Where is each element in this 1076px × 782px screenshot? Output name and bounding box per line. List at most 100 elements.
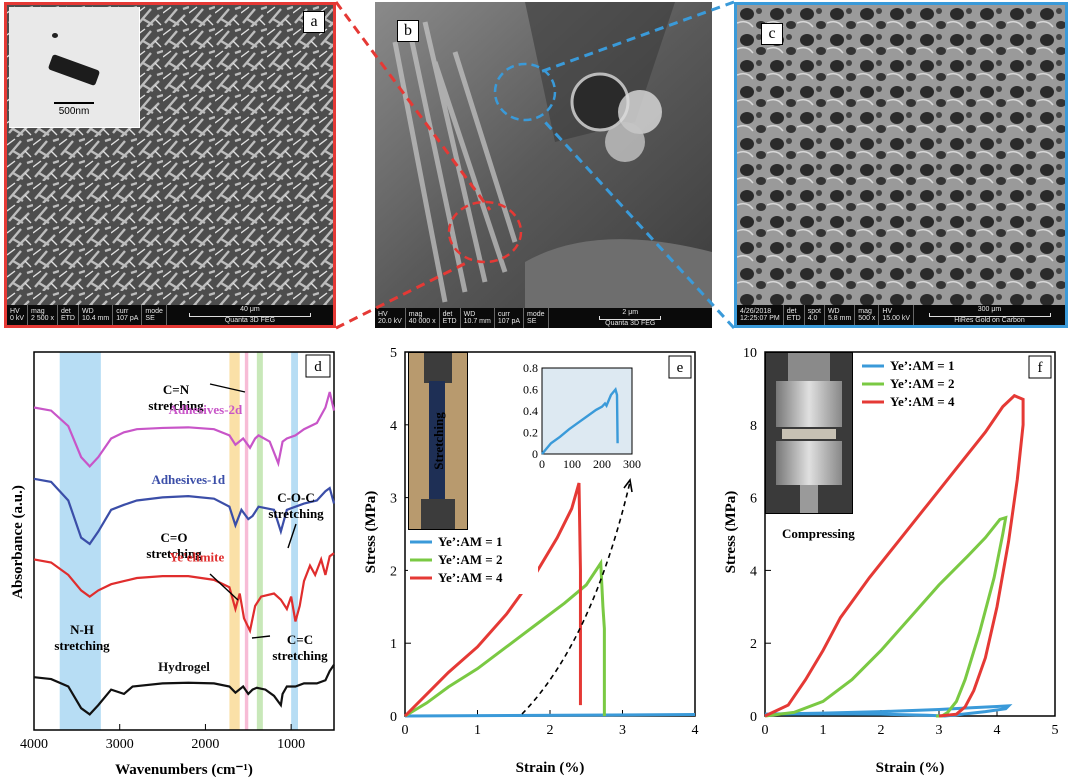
- stretching-photo-label: Stretching: [431, 412, 446, 470]
- f-y-tick-label: 6: [750, 492, 757, 507]
- inset-pointer-arrowhead: [623, 478, 633, 493]
- f-y-tick-label: 8: [750, 419, 757, 434]
- f-series-line: [764, 704, 1013, 718]
- ftir-annotation-cn: C=N stretching: [148, 382, 204, 413]
- panel-d-letter: d: [314, 359, 322, 375]
- e-x-tick-label: 0: [402, 723, 409, 738]
- tem-inset: 500nm: [9, 7, 140, 128]
- co-arrow: [209, 573, 239, 601]
- cc-arrow: [251, 635, 271, 639]
- ftir-highlight-band: [229, 352, 240, 730]
- tem-rod-particle: [47, 53, 101, 87]
- f-series-line: [764, 515, 1008, 718]
- panel-c-info-bar: 4/26/2018 12:25:07 PM det ETD spot 4.0 WD 5.…: [737, 305, 1065, 325]
- e-x-tick-label: 4: [692, 723, 699, 738]
- panel-a-info-bar: HV 0 kV mag 2 500 x det ETD WD 10.4 mm curr 1…: [7, 305, 333, 325]
- f-legend-label: Ye’:AM = 2: [890, 376, 954, 391]
- ftir-x-tick-label: 2000: [191, 737, 219, 752]
- ftir-highlight-band: [59, 352, 101, 730]
- f-x-tick-label: 0: [762, 723, 769, 738]
- ftir-series-label: Hydrogel: [158, 659, 210, 674]
- ftir-series-label: Adhesives-2d: [169, 402, 243, 417]
- e-y-tick-label: 0: [390, 710, 397, 725]
- panel-b-red-highlight-circle: [447, 200, 523, 264]
- ftir-annotation-co: C=O stretching: [146, 530, 202, 561]
- ftir-highlight-band: [244, 352, 249, 730]
- stretching-stress-strain-chart: 0 1 2 3 4 0 1 2 3 4 5 0 100 200 300 0 0.2 0.4 0.6 0.8 Ye’:…: [363, 346, 699, 776]
- f-legend-label: Ye’:AM = 1: [890, 358, 954, 373]
- ftir-x-tick-label: 3000: [106, 737, 134, 752]
- panel-a-sem-image: 500nm a HV 0 kV mag 2 500 x det ETD WD 10.4 …: [4, 2, 336, 328]
- f-y-tick-label: 0: [750, 710, 757, 725]
- inset-y-tick-label: 0.2: [523, 426, 538, 440]
- cn-arrow: [209, 383, 246, 393]
- e-series-line: [404, 713, 696, 718]
- e-y-tick-label: 2: [390, 564, 397, 579]
- coc-arrow: [287, 523, 297, 549]
- f-x-axis-label: Strain (%): [876, 760, 945, 776]
- ftir-series-line: [33, 552, 335, 635]
- e-series-line: [404, 558, 606, 718]
- f-x-tick-label: 1: [820, 723, 827, 738]
- ftir-series-line: [33, 391, 336, 469]
- panel-a-scale-bar: [188, 313, 311, 317]
- f-x-tick-label: 5: [1052, 723, 1059, 738]
- f-x-tick-label: 4: [994, 723, 1001, 738]
- inset-pointer-arrow: [521, 481, 631, 715]
- compressing-photo-label: Compressing: [782, 526, 855, 541]
- ftir-annotation-coc: C-O-C stretching: [268, 490, 324, 521]
- ftir-annotation-cc: C=C stretching: [272, 632, 328, 663]
- e-x-tick-label: 3: [619, 723, 626, 738]
- e-legend-label: Ye’:AM = 1: [438, 534, 502, 549]
- ftir-x-axis-label: Wavenumbers (cm⁻¹): [115, 762, 253, 778]
- f-y-tick-label: 4: [750, 564, 757, 579]
- compressing-photo: [765, 352, 853, 514]
- ftir-highlight-band: [291, 352, 298, 730]
- ftir-series-label: Adhesives-1d: [151, 472, 225, 487]
- ftir-x-tick-label: 4000: [20, 737, 48, 752]
- inset-series-line: [541, 386, 619, 455]
- panel-a-scale-label: 40 μm: [240, 306, 260, 313]
- ftir-series-label: Ye'elimite: [169, 550, 224, 565]
- tem-scale-bar: [54, 102, 94, 104]
- f-y-axis-label: Stress (MPa): [723, 491, 739, 574]
- panel-e-letter-box: [668, 355, 692, 379]
- tem-particle-dot: [52, 33, 58, 38]
- inset-y-tick-label: 0.4: [523, 404, 538, 418]
- inset-y-tick-label: 0.6: [523, 383, 538, 397]
- e-legend-label: Ye’:AM = 2: [438, 552, 502, 567]
- compressing-stress-strain-chart: 0 1 2 3 4 5 0 2 4 6 8 10 Ye’:AM = 1 Ye’:AM = 2 Ye’:AM…: [723, 346, 1059, 776]
- e-x-tick-label: 2: [547, 723, 554, 738]
- panel-b-letter: b: [397, 20, 419, 42]
- inset-x-tick-label: 300: [623, 457, 641, 471]
- panel-c-sem-image: c 4/26/2018 12:25:07 PM det ETD spot 4.0 WD…: [734, 2, 1068, 328]
- panel-c-scale-bar: [928, 313, 1051, 317]
- inset-x-tick-label: 100: [563, 457, 581, 471]
- f-series-line: [764, 393, 1025, 718]
- e-y-tick-label: 4: [390, 419, 397, 434]
- ftir-y-axis-label: Absorbance (a.u.): [10, 485, 26, 599]
- ftir-highlight-band: [256, 352, 263, 730]
- panel-c-scale-label: 300 μm: [977, 306, 1002, 313]
- e-y-axis-label: Stress (MPa): [363, 491, 379, 574]
- inset-y-tick-label: 0.8: [523, 361, 538, 375]
- panel-c-texture: [737, 5, 1065, 305]
- ftir-x-tick-label: 1000: [277, 737, 305, 752]
- panel-b-blue-highlight-circle: [493, 62, 557, 122]
- e-y-tick-label: 5: [390, 346, 397, 361]
- stretching-photo: Stretching: [408, 352, 468, 530]
- inset-x-tick-label: 200: [593, 457, 611, 471]
- panel-b-sem-image: b HV 20.0 kV mag 40 000 x det ETD WD 10.7 mm…: [375, 2, 712, 328]
- f-y-tick-label: 10: [743, 346, 757, 361]
- panel-d-letter-box: [305, 354, 331, 378]
- panel-f-letter-box: [1028, 355, 1052, 379]
- e-y-tick-label: 1: [390, 637, 397, 652]
- panel-b-info-bar: HV 20.0 kV mag 40 000 x det ETD WD 10.7 mm c…: [375, 308, 712, 328]
- e-x-axis-label: Strain (%): [516, 760, 585, 776]
- e-legend-label: Ye’:AM = 4: [438, 570, 503, 585]
- f-y-tick-label: 2: [750, 637, 757, 652]
- panel-f-letter: f: [1038, 360, 1043, 376]
- inset-y-tick-label: 0: [532, 447, 538, 461]
- inset-x-tick-label: 0: [539, 457, 545, 471]
- panel-a-letter: a: [303, 11, 325, 33]
